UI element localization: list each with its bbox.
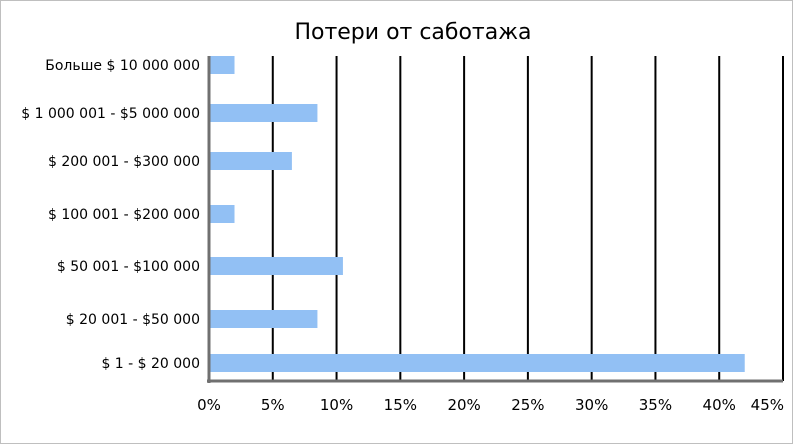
chart-title: Потери от саботажа	[294, 20, 531, 45]
x-tick-label-0: 0%	[197, 396, 221, 414]
category-label-2: $ 200 001 - $300 000	[48, 154, 200, 170]
bar-2	[209, 152, 292, 170]
category-labels: Больше $ 10 000 000 $ 1 000 001 - $5 000 …	[21, 58, 200, 372]
bar-4	[209, 257, 343, 275]
x-tick-label-6: 30%	[575, 396, 608, 414]
x-tick-label-7: 35%	[639, 396, 672, 414]
bars	[209, 56, 745, 372]
x-tick-label-9: 45%	[751, 396, 784, 414]
category-label-4: $ 50 001 - $100 000	[57, 259, 200, 275]
bar-6	[209, 354, 745, 372]
tick-labels: 0% 5% 10% 15% 20% 25% 30% 35% 40% 45%	[197, 396, 784, 414]
bar-5	[209, 310, 318, 328]
x-tick-label-8: 40%	[703, 396, 736, 414]
axes	[207, 56, 783, 383]
x-tick-label-1: 5%	[261, 396, 285, 414]
category-label-6: $ 1 - $ 20 000	[101, 356, 200, 372]
x-tick-label-5: 25%	[511, 396, 544, 414]
category-label-0: Больше $ 10 000 000	[45, 58, 200, 74]
grid-lines	[271, 56, 784, 381]
bar-1	[209, 104, 318, 122]
bar-3	[209, 205, 235, 223]
category-label-5: $ 20 001 - $50 000	[66, 312, 200, 328]
x-tick-label-3: 15%	[384, 396, 417, 414]
x-tick-label-4: 20%	[447, 396, 480, 414]
category-label-3: $ 100 001 - $200 000	[48, 207, 200, 223]
bar-0	[209, 56, 235, 74]
category-label-1: $ 1 000 001 - $5 000 000	[21, 106, 200, 122]
x-tick-label-2: 10%	[320, 396, 353, 414]
